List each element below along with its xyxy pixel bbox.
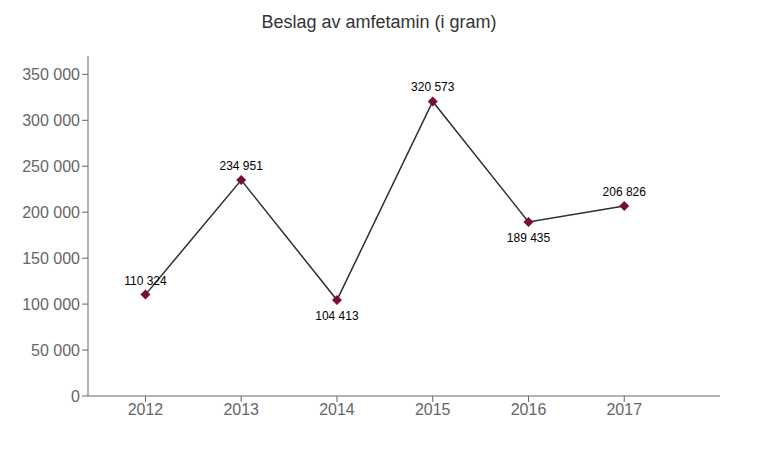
svg-text:100 000: 100 000	[22, 296, 80, 313]
svg-text:350 000: 350 000	[22, 66, 80, 83]
svg-text:234 951: 234 951	[220, 159, 264, 173]
html-text:Beslag av amfetamin (i gram): Beslag av amfetamin (i gram)	[261, 12, 497, 32]
svg-text:2015: 2015	[415, 401, 451, 418]
svg-text:189 435: 189 435	[507, 231, 551, 245]
svg-text:200 000: 200 000	[22, 204, 80, 221]
svg-text:2012: 2012	[128, 401, 164, 418]
svg-text:150 000: 150 000	[22, 250, 80, 267]
svg-text:2013: 2013	[223, 401, 259, 418]
svg-text:0: 0	[71, 388, 80, 405]
svg-text:50 000: 50 000	[31, 342, 80, 359]
svg-text:250 000: 250 000	[22, 158, 80, 175]
svg-text:2017: 2017	[606, 401, 642, 418]
svg-text:320 573: 320 573	[411, 80, 455, 94]
svg-text:104 413: 104 413	[315, 309, 359, 323]
svg-text:2016: 2016	[511, 401, 547, 418]
svg-text:206 826: 206 826	[603, 185, 647, 199]
svg-text:2014: 2014	[319, 401, 355, 418]
svg-text:300 000: 300 000	[22, 112, 80, 129]
svg-text:110 324: 110 324	[124, 274, 167, 288]
